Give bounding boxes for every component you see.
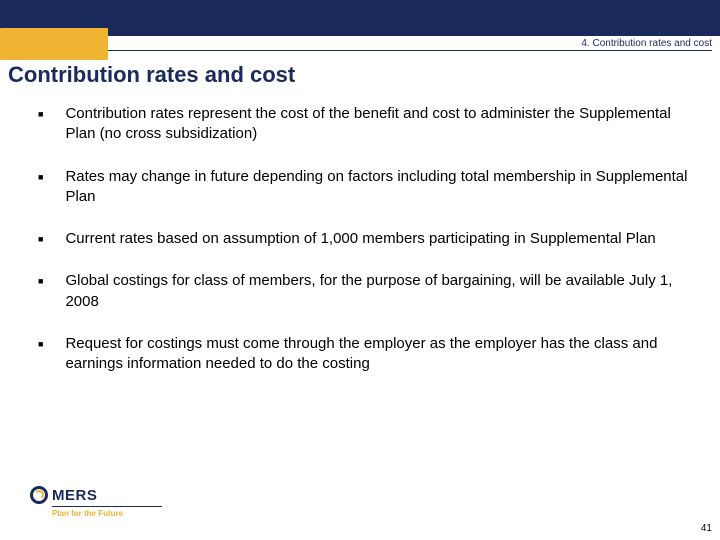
logo-tagline: Plan for the Future [52,506,162,518]
logo-row: MERS [30,486,162,504]
bullet-icon: ■ [38,234,43,244]
list-item: ■ Contribution rates represent the cost … [38,104,692,145]
logo-text: MERS [52,487,97,504]
bullet-icon: ■ [38,172,43,182]
bullet-icon: ■ [38,276,43,286]
bullet-icon: ■ [38,109,43,119]
footer-logo: MERS Plan for the Future [30,486,162,518]
page-title: Contribution rates and cost [8,62,295,88]
bullet-text: Contribution rates represent the cost of… [65,104,692,145]
bullet-text: Current rates based on assumption of 1,0… [65,229,655,249]
list-item: ■ Rates may change in future depending o… [38,167,692,208]
list-item: ■ Request for costings must come through… [38,334,692,375]
breadcrumb: 4. Contribution rates and cost [108,38,712,51]
list-item: ■ Global costings for class of members, … [38,271,692,312]
page-number: 41 [701,523,712,534]
bullet-list: ■ Contribution rates represent the cost … [38,104,692,396]
bullet-text: Request for costings must come through t… [65,334,692,375]
header-accent-bar [0,28,108,60]
bullet-text: Global costings for class of members, fo… [65,271,692,312]
logo-o-icon [30,486,48,504]
header-top-bar [0,0,720,36]
bullet-text: Rates may change in future depending on … [65,167,692,208]
list-item: ■ Current rates based on assumption of 1… [38,229,692,249]
bullet-icon: ■ [38,339,43,349]
